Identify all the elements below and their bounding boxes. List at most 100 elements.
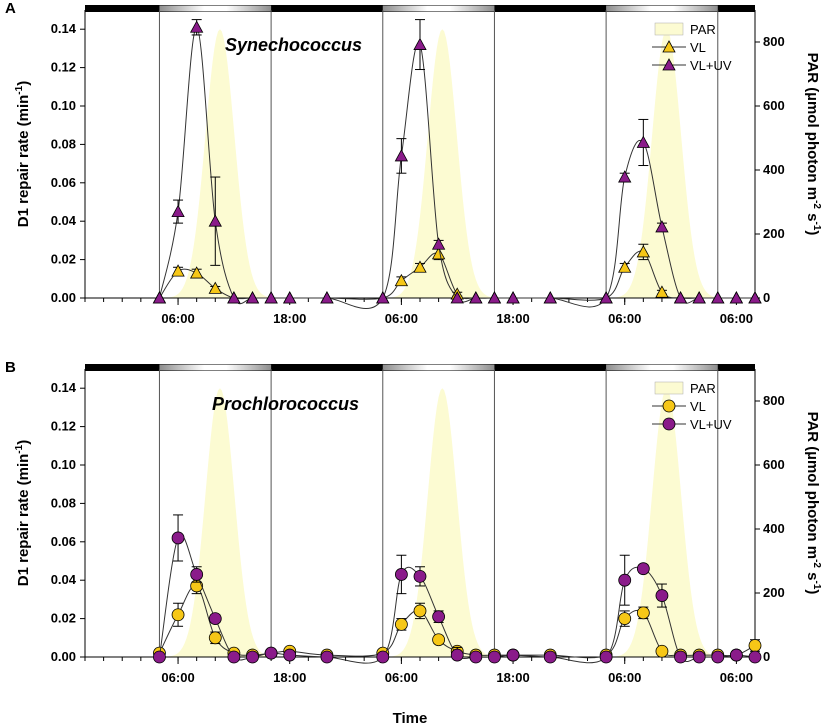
panel-a-vl-uv-point — [543, 291, 557, 304]
panel-a-vl-uv-point — [283, 291, 297, 304]
panel-b-legend-label: VL — [690, 399, 706, 414]
panel-b-vl-uv-point — [711, 650, 725, 664]
panel-a-x-tick-label: 06:00 — [161, 311, 194, 326]
panel-a-y2-tick-label: 400 — [763, 162, 785, 177]
panel-a-y2-axis-label: PAR (µmol photon m-2 s-1) — [804, 53, 822, 236]
panel-a-vl-point — [431, 247, 446, 260]
panel-a-par-curve-2 — [386, 29, 499, 298]
panel-b-vl-uv-point — [320, 650, 334, 664]
panel-a-vl-uv-point — [431, 237, 446, 250]
panel-a-vl-uv-point — [636, 135, 651, 148]
panel-a-vl-uv-point — [245, 291, 260, 304]
panel-b-x-tick-label: 06:00 — [161, 670, 194, 685]
panel-b-vl-point — [394, 617, 408, 631]
panel-b-vl-uv-point — [153, 650, 166, 664]
panel-a-y2-tick-label: 800 — [763, 34, 785, 49]
panel-b-vl-uv-point — [227, 650, 241, 664]
panel-a-light-bar-1 — [159, 5, 272, 12]
panel-a-vl-uv-point — [413, 37, 427, 50]
panel-a-x-tick-label: 06:00 — [608, 311, 641, 326]
panel-a-y-tick-label: 0.04 — [51, 213, 77, 228]
panel-b-vl-point — [748, 639, 762, 652]
panel-b-vl-uv-point — [692, 650, 706, 664]
panel-b-legend-marker — [662, 399, 676, 413]
panel-b-y-tick-label: 0.08 — [51, 495, 76, 510]
panel-b-letter: B — [5, 359, 16, 376]
panel-b-y-tick-label: 0.06 — [51, 534, 76, 549]
panel-b-vl-uv-point — [283, 648, 297, 662]
panel-b-vl-uv-point — [413, 569, 427, 583]
panel-b-y-tick-label: 0.10 — [51, 457, 76, 472]
panel-a-vl-point — [655, 285, 669, 298]
panel-a-vl-uv-point — [748, 291, 762, 304]
panel-a-vl-uv-point — [618, 170, 632, 183]
panel-b-vl-uv-point — [394, 568, 408, 581]
panel-b-title: Prochlorococcus — [212, 394, 359, 414]
panel-a-legend-label: VL — [690, 40, 706, 55]
panel-a-light-bar-3 — [606, 5, 718, 12]
panel-b-vl-uv-point — [450, 648, 464, 662]
panel-b-vl-uv-point — [208, 612, 222, 625]
panel-a-vl-uv-point — [711, 291, 725, 304]
panel-b-vl-uv-point — [469, 650, 483, 664]
panel-b-x-tick-label: 18:00 — [496, 670, 529, 685]
panel-a-vl-uv-point — [450, 291, 464, 304]
panel-b-vl-point — [208, 631, 222, 645]
panel-a-vl-point — [189, 266, 204, 279]
panel-b-vl-uv-point — [599, 650, 613, 664]
panel-a-title: Synechococcus — [225, 35, 362, 55]
panel-b-y-tick-label: 0.12 — [51, 419, 76, 434]
panel-a-vl-uv-point — [487, 291, 502, 304]
panel-a-y2-tick-label: 600 — [763, 98, 785, 113]
panel-b-vl-point — [171, 608, 185, 622]
panel-b-y2-tick-label: 200 — [763, 585, 785, 600]
panel-b-vl-point — [618, 612, 632, 625]
panel-b-vl-uv-point — [655, 589, 669, 602]
panel-b-x-tick-label: 18:00 — [273, 670, 306, 685]
panel-b-vl-uv-point — [432, 610, 446, 624]
panel-a-par-curve-1 — [164, 29, 276, 298]
panel-a-y-tick-label: 0.12 — [51, 60, 76, 75]
panel-b-vl-uv-point — [171, 531, 185, 545]
panel-b-y-tick-label: 0.04 — [51, 572, 77, 587]
panel-a-x-tick-label: 06:00 — [385, 311, 418, 326]
panel-a-legend-marker — [662, 58, 676, 71]
panel-a-vl-uv-point — [599, 291, 613, 304]
panel-b-y-tick-label: 0.14 — [51, 380, 77, 395]
panel-a-y2-tick-label: 0 — [763, 290, 770, 305]
panel-a-vl-uv-point — [171, 204, 185, 218]
panel-b-legend-par-swatch — [654, 381, 684, 395]
panel-b-vl-uv-point — [636, 562, 650, 576]
panel-a-vl-uv-point — [692, 291, 706, 304]
panel-a-legend-label: VL+UV — [690, 58, 732, 73]
panel-a-vl-point — [618, 260, 632, 273]
panel-a-vl-point — [208, 281, 222, 294]
panel-a-vl-uv-point — [189, 20, 204, 33]
panel-a-vl-point — [636, 245, 651, 258]
panel-b-legend-label: VL+UV — [690, 417, 732, 432]
panel-b-vl-uv-point — [488, 650, 501, 664]
panel-a-y2-tick-label: 200 — [763, 226, 785, 241]
panel-a-vl-point — [413, 260, 427, 273]
panel-b-vl-uv-point — [376, 650, 390, 664]
panel-b-y-tick-label: 0.00 — [51, 649, 76, 664]
panel-b-par-curve-2 — [386, 388, 499, 657]
panel-b-x-tick-label: 06:00 — [720, 670, 753, 685]
panel-b-legend-par-label: PAR — [690, 381, 716, 396]
panel-a-vl-uv-point — [376, 291, 390, 304]
panel-a-vl-uv-point — [208, 214, 222, 227]
panel-a-vl-uv-point — [469, 291, 483, 304]
panel-b-x-tick-label: 06:00 — [608, 670, 641, 685]
panel-b-vl-point — [413, 604, 427, 618]
panel-a-letter: A — [5, 0, 16, 17]
panel-a-legend-par-swatch — [654, 22, 684, 36]
panel-b-vl-point — [636, 606, 650, 620]
panel-b-par-curve-3 — [610, 388, 723, 657]
panel-a-legend-marker — [662, 40, 676, 53]
panel-b-x-tick-label: 06:00 — [385, 670, 418, 685]
panel-b-vl-uv-point — [674, 650, 687, 664]
panel-b-vl-uv-point — [246, 650, 259, 664]
panel-a-vl-uv-point — [729, 291, 744, 304]
panel-a-vl-uv-point — [227, 291, 241, 304]
